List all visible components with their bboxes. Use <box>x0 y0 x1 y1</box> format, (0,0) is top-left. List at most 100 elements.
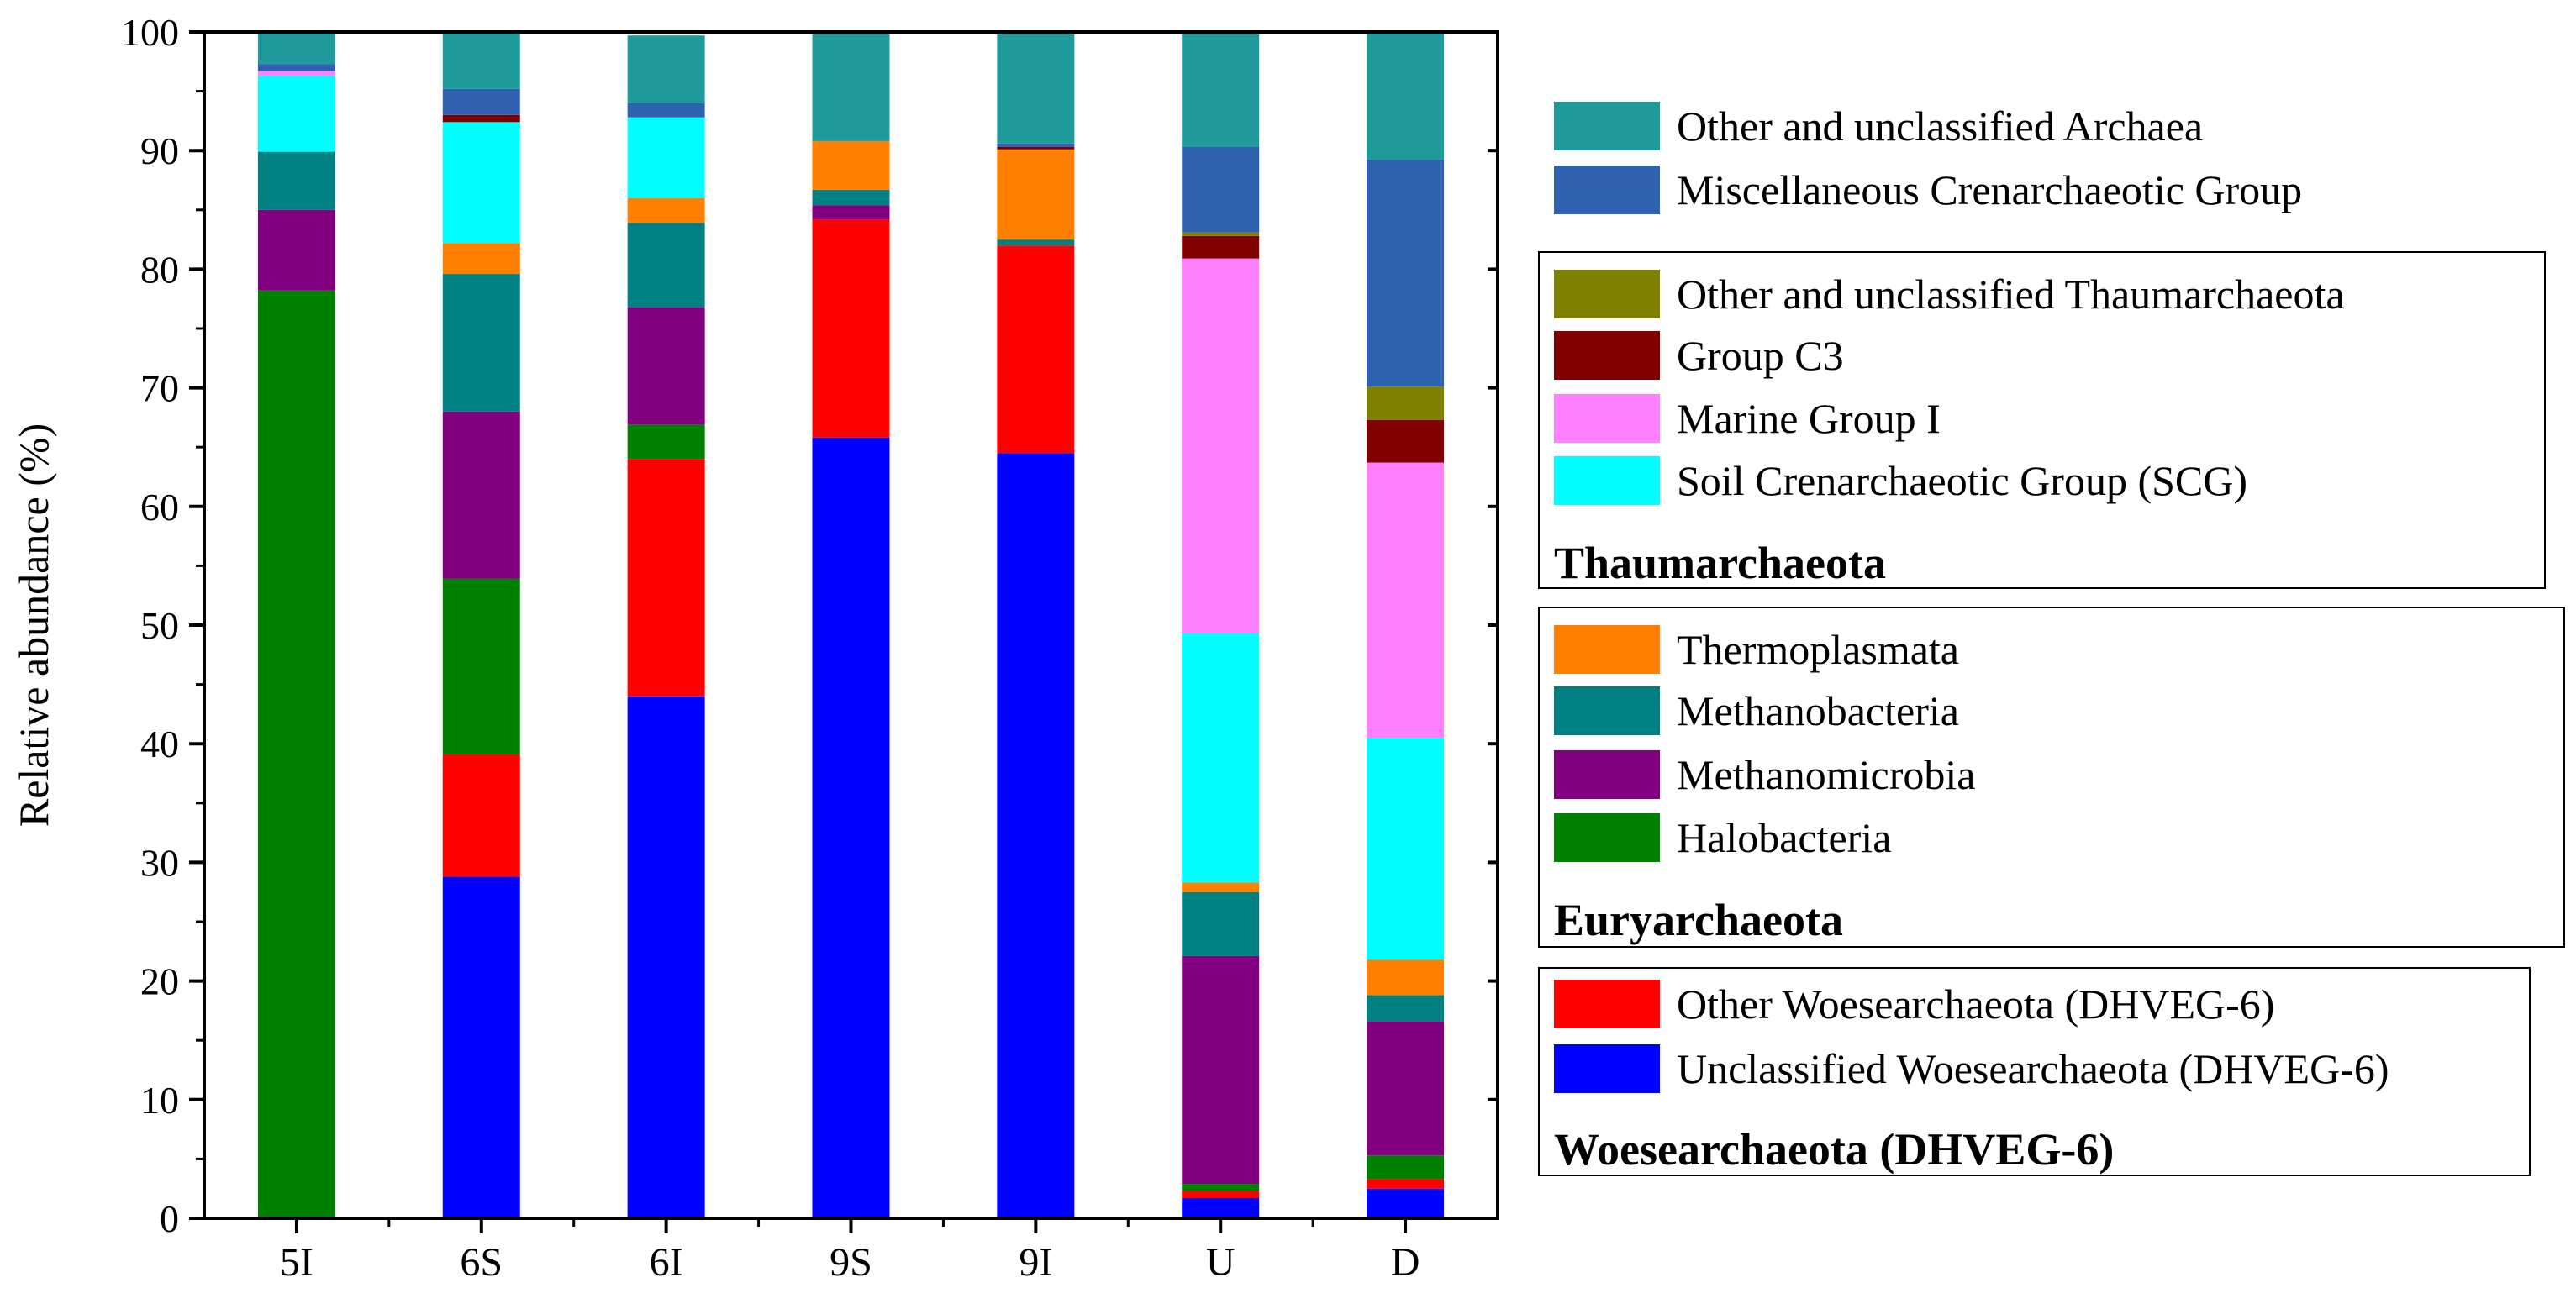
legend-swatch-mcg <box>1554 166 1660 214</box>
bar-segment-unclassified_woes-6S <box>442 876 520 1218</box>
y-tick-label: 90 <box>140 129 179 172</box>
bar-segment-mgi-5I <box>257 71 335 76</box>
bar-segment-thermoplasmata-9S <box>812 140 890 190</box>
bar-segment-methanobacteria-D <box>1367 995 1445 1022</box>
bar-segment-other_woes-9I <box>997 245 1075 454</box>
bar-segment-c3-9I <box>997 146 1075 150</box>
legend-label-methanomicrobia: Methanomicrobia <box>1677 751 1975 798</box>
bar-segment-other_archaea-D <box>1367 32 1445 160</box>
y-tick-label: 80 <box>140 248 179 291</box>
bar-segment-other_woes-6I <box>627 459 705 697</box>
legend-group-box <box>1538 607 2565 948</box>
legend-label-scg: Soil Crenarchaeotic Group (SCG) <box>1677 457 2247 504</box>
bar-segment-mcg-6S <box>442 88 520 115</box>
legend-label-other_woes: Other Woesearchaeota (DHVEG-6) <box>1677 980 2274 1028</box>
bar-segment-mcg-D <box>1367 160 1445 387</box>
bar-segment-methanomicrobia-6I <box>627 307 705 425</box>
x-tick-label: 9I <box>1019 1240 1052 1285</box>
bar-segment-scg-D <box>1367 738 1445 960</box>
legend-label-mcg: Miscellaneous Crenarchaeotic Group <box>1677 166 2302 213</box>
bar-segment-other_woes-9S <box>812 219 890 438</box>
bar-segment-scg-U <box>1182 633 1260 883</box>
bar-segment-c3-6S <box>442 114 520 123</box>
y-tick-label: 100 <box>121 11 179 54</box>
legend-swatch-other_archaea <box>1554 102 1660 150</box>
bar-segment-unclassified_woes-6I <box>627 696 705 1218</box>
bar-segment-methanomicrobia-6S <box>442 411 520 579</box>
bar-segment-methanobacteria-6S <box>442 274 520 412</box>
y-tick-label: 0 <box>160 1197 179 1240</box>
legend-label-halobacteria: Halobacteria <box>1677 814 1891 861</box>
bar-segment-other_woes-U <box>1182 1191 1260 1198</box>
bar-segment-mcg-9I <box>997 143 1075 147</box>
legend-label-methanobacteria: Methanobacteria <box>1677 687 1959 734</box>
bar-segment-methanomicrobia-9S <box>812 205 890 220</box>
legend-label-mgi: Marine Group I <box>1677 395 1941 442</box>
y-tick-label: 70 <box>140 367 179 410</box>
legend-swatch-methanomicrobia <box>1554 750 1660 799</box>
bar-segment-methanomicrobia-5I <box>257 209 335 291</box>
bar-segment-unclassified_woes-D <box>1367 1188 1445 1218</box>
y-tick-label: 60 <box>140 486 179 528</box>
legend-swatch-c3 <box>1554 331 1660 380</box>
bar-segment-scg-6S <box>442 122 520 244</box>
x-tick-label: 5I <box>280 1240 313 1285</box>
bar-segment-mcg-6I <box>627 103 705 118</box>
bar-segment-unclassified_woes-9I <box>997 453 1075 1218</box>
bar-segment-thermoplasmata-6S <box>442 243 520 275</box>
bar-segment-methanobacteria-U <box>1182 891 1260 956</box>
bar-segment-other_woes-D <box>1367 1179 1445 1189</box>
legend-swatch-thermoplasmata <box>1554 625 1660 674</box>
legend-swatch-scg <box>1554 456 1660 505</box>
bar-segment-halobacteria-6I <box>627 424 705 460</box>
bar-segment-halobacteria-U <box>1182 1184 1260 1191</box>
bar-segment-other_thaum-U <box>1182 232 1260 236</box>
legend-swatch-mgi <box>1554 394 1660 443</box>
y-tick-label: 20 <box>140 960 179 1003</box>
legend-swatch-halobacteria <box>1554 813 1660 862</box>
y-axis-label: Relative abundance (%) <box>10 423 57 827</box>
bar-segment-scg-6I <box>627 117 705 198</box>
bar-segment-other_archaea-9I <box>997 34 1075 144</box>
y-tick-label: 10 <box>140 1079 179 1122</box>
bar-segment-thermoplasmata-9I <box>997 149 1075 240</box>
bar-segment-mcg-5I <box>257 64 335 71</box>
bar-segment-other_thaum-D <box>1367 386 1445 420</box>
bar-segment-mgi-U <box>1182 258 1260 633</box>
bars-layer <box>257 30 1445 1218</box>
bar-segment-other_archaea-U <box>1182 34 1260 147</box>
legend-group-title: Euryarchaeota <box>1554 895 1843 945</box>
bar-segment-halobacteria-D <box>1367 1155 1445 1180</box>
legend-group-title: Woesearchaeota (DHVEG-6) <box>1554 1124 2114 1175</box>
bar-segment-c3-U <box>1182 235 1260 259</box>
bar-segment-methanomicrobia-D <box>1367 1021 1445 1156</box>
legend-swatch-methanobacteria <box>1554 686 1660 735</box>
bar-segment-thermoplasmata-U <box>1182 882 1260 892</box>
bar-segment-unclassified_woes-U <box>1182 1197 1260 1218</box>
bar-segment-halobacteria-5I <box>257 290 335 1218</box>
legend-swatch-other_thaum <box>1554 270 1660 318</box>
bar-segment-mcg-U <box>1182 146 1260 233</box>
legend-group-title: Thaumarchaeota <box>1554 538 1886 588</box>
axes-layer: 0 10 20 30 40 50 60 70 80 90 100 5I 6S 6I 9S 9I U D Relati… <box>10 11 1499 1285</box>
bar-segment-halobacteria-6S <box>442 578 520 754</box>
bar-segment-methanobacteria-9I <box>997 239 1075 246</box>
legend-label-other_thaum: Other and unclassified Thaumarchaeota <box>1677 271 2345 318</box>
bar-segment-unclassified_woes-9S <box>812 437 890 1218</box>
legend-label-thermoplasmata: Thermoplasmata <box>1677 626 1959 673</box>
legend-swatch-other_woes <box>1554 980 1660 1028</box>
y-tick-label: 50 <box>140 604 179 647</box>
legend-group-box <box>1538 967 2531 1176</box>
legend-group-box <box>1538 251 2546 589</box>
legend-layer: Other and unclassified Archaea Miscellane… <box>1538 102 2565 1176</box>
y-tick-label: 40 <box>140 723 179 765</box>
bar-segment-other_archaea-6S <box>442 30 520 89</box>
x-tick-label: D <box>1391 1240 1420 1285</box>
x-tick-label: U <box>1206 1240 1235 1285</box>
legend-label-unclassified_woes: Unclassified Woesearchaeota (DHVEG-6) <box>1677 1045 2389 1092</box>
bar-segment-other_archaea-9S <box>812 34 890 141</box>
bar-segment-methanobacteria-6I <box>627 223 705 308</box>
x-tick-label: 6I <box>650 1240 683 1285</box>
x-tick-label: 6S <box>460 1240 503 1285</box>
